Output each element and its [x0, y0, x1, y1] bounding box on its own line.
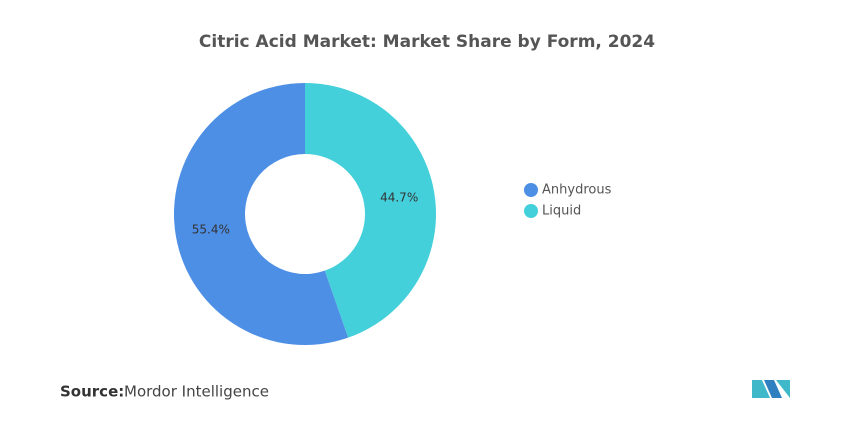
chart-title: Citric Acid Market: Market Share by Form… — [199, 32, 655, 52]
legend-marker — [524, 204, 538, 218]
legend-marker — [524, 183, 538, 197]
data-label: 55.4% — [192, 222, 230, 236]
donut-slice — [305, 83, 436, 338]
data-label: 44.7% — [380, 191, 418, 205]
legend-label: Liquid — [542, 204, 581, 219]
source-label: Source: — [60, 383, 124, 401]
legend-label: Anhydrous — [542, 183, 612, 198]
donut-slice — [173, 83, 349, 346]
source: Mordor Intelligence — [124, 383, 269, 401]
logo — [752, 380, 790, 398]
